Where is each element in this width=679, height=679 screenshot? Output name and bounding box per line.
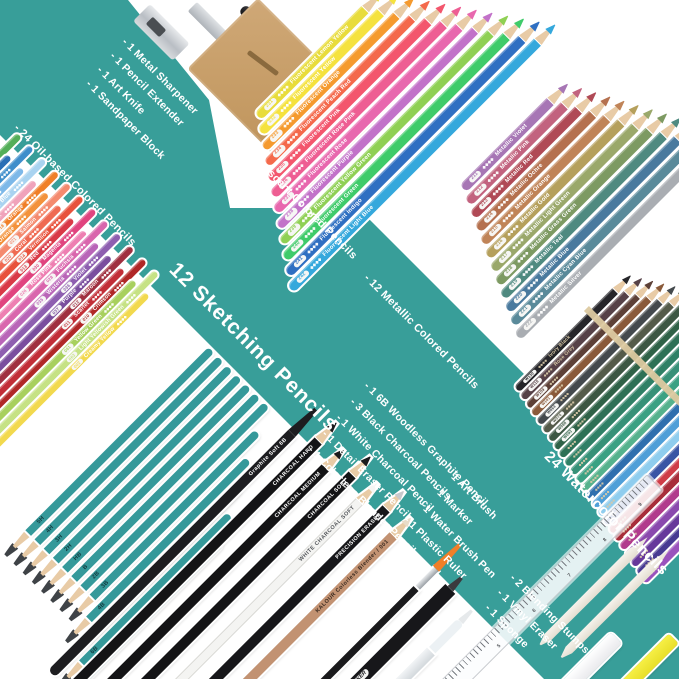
code-badge: 232 xyxy=(265,112,281,128)
ruler-number: 7 xyxy=(566,572,573,579)
brush-ferrule xyxy=(415,566,438,590)
ruler-number: 5 xyxy=(495,643,503,650)
lightfastness-dots: ◆◆◆◆ xyxy=(535,303,550,318)
grade-label: 2B xyxy=(91,570,102,581)
code-badge: 222 xyxy=(522,316,538,332)
ruler-number: 9 xyxy=(637,501,644,508)
water-brush-cap xyxy=(429,618,464,654)
marker-logo: MARKER xyxy=(345,667,371,679)
lightfastness-dots: ◆◆◆◆ xyxy=(279,99,293,114)
lightfastness-dots: ◆◆◆◆ xyxy=(308,256,323,271)
ruler-number: 8 xyxy=(602,537,609,544)
code-badge: 242 xyxy=(295,269,311,285)
